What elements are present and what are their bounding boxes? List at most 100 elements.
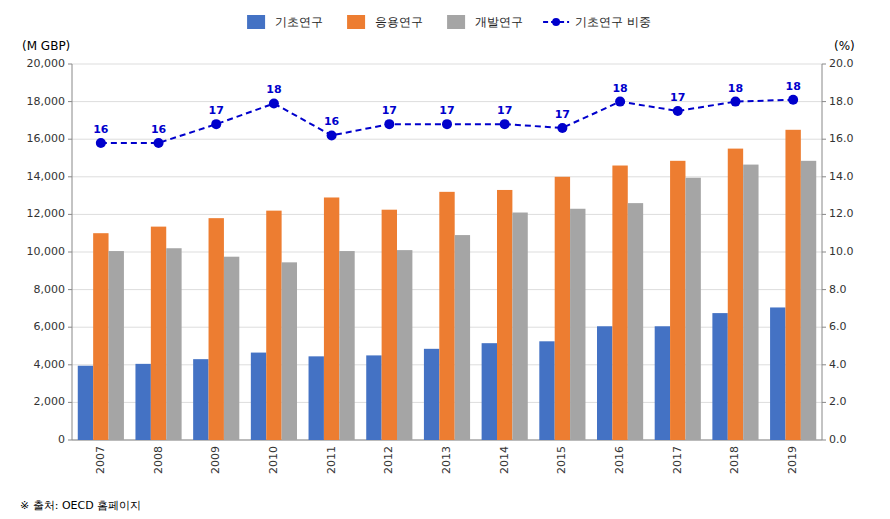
bar: [497, 190, 512, 440]
tick-mark: [68, 176, 72, 177]
y2-tick-label: 8.0: [829, 283, 847, 296]
x-tick-label: 2018: [728, 446, 741, 474]
bar: [424, 349, 439, 440]
y-tick-label: 18,000: [27, 95, 66, 108]
point: [557, 123, 567, 133]
data-label: 17: [555, 108, 570, 121]
y2-axis-line: [822, 64, 823, 440]
x-tick-label: 2015: [555, 446, 568, 474]
bar: [224, 257, 239, 440]
x-tick-label: 2014: [498, 446, 511, 474]
tick-mark: [822, 252, 826, 253]
bar: [539, 341, 554, 440]
tick-mark: [68, 289, 72, 290]
data-label: 17: [382, 104, 397, 117]
legend-label: 기초연구: [275, 15, 323, 29]
legend-label: 응용연구: [375, 15, 423, 29]
legend-item: 개발연구: [447, 15, 523, 30]
legend-item: 기초연구 비중: [543, 15, 651, 29]
bar: [193, 359, 208, 440]
data-label: 18: [785, 80, 800, 93]
bar: [151, 227, 166, 440]
bar: [397, 250, 412, 440]
source: ※ 출처: OECD 홈페이지: [20, 499, 141, 512]
data-label: 17: [497, 104, 512, 117]
grid: [72, 64, 822, 440]
y-tick-label: 10,000: [27, 245, 66, 258]
tick-mark: [68, 252, 72, 253]
tick-mark: [68, 214, 72, 215]
x-tick-label: 2019: [786, 446, 799, 474]
point: [500, 119, 510, 129]
bar: [612, 166, 627, 440]
y-tick-label: 2,000: [34, 395, 66, 408]
data-labels: 16161718161717171718171818: [93, 80, 801, 136]
y-tick-label: 4,000: [34, 358, 66, 371]
y2-tick-label: 20.0: [829, 57, 854, 70]
tick-mark: [822, 327, 826, 328]
y-tick-label: 0: [58, 433, 65, 446]
grid-line: [72, 176, 822, 177]
legend: 기초연구 응용연구 개발연구 기초연구 비중: [247, 15, 651, 30]
data-label: 18: [728, 82, 743, 95]
bar: [366, 355, 381, 440]
point: [96, 138, 106, 148]
chart: 02,0004,0006,0008,00010,00012,00014,0001…: [0, 0, 890, 519]
data-label: 16: [93, 123, 109, 136]
data-label: 18: [266, 83, 281, 96]
bar: [597, 326, 612, 440]
tick-mark: [822, 64, 826, 65]
bar: [555, 177, 570, 440]
x-tick-label: 2016: [613, 446, 626, 474]
y2-tick-label: 18.0: [829, 95, 854, 108]
bar: [266, 211, 281, 440]
data-label: 17: [439, 104, 454, 117]
tick-mark: [68, 327, 72, 328]
grid-line: [72, 139, 822, 140]
point: [730, 97, 740, 107]
data-label: 17: [670, 91, 685, 104]
bar: [455, 235, 470, 440]
y-tick-label: 14,000: [27, 170, 66, 183]
y-axis-line: [72, 64, 73, 440]
point: [788, 95, 798, 105]
point: [442, 119, 452, 129]
tick-mark: [822, 402, 826, 403]
grid-line: [72, 101, 822, 102]
grid-line: [72, 64, 822, 65]
data-label: 16: [324, 115, 340, 128]
point: [154, 138, 164, 148]
bar: [728, 149, 743, 440]
tick-mark: [68, 101, 72, 102]
tick-mark: [68, 364, 72, 365]
bar: [282, 262, 297, 440]
tick-mark: [68, 64, 72, 65]
bar: [743, 165, 758, 440]
bar: [209, 218, 224, 440]
bar: [339, 251, 354, 440]
y2-tick-label: 6.0: [829, 320, 847, 333]
x-tick-label: 2010: [267, 446, 280, 474]
bar: [109, 251, 124, 440]
point: [211, 119, 221, 129]
bar: [324, 197, 339, 440]
tick-mark: [822, 440, 826, 441]
data-label: 18: [612, 82, 627, 95]
marks: [78, 95, 816, 440]
tick-mark: [822, 176, 826, 177]
bar: [309, 356, 324, 440]
point: [615, 97, 625, 107]
bar: [251, 353, 266, 440]
point: [327, 130, 337, 140]
legend-item: 응용연구: [347, 15, 423, 30]
legend-swatch: [447, 15, 465, 29]
tick-mark: [822, 214, 826, 215]
legend-swatch: [247, 15, 265, 29]
x-tick-label: 2008: [152, 446, 165, 474]
x-tick-label: 2007: [94, 446, 107, 474]
line: [101, 100, 793, 143]
legend-label: 기초연구 비중: [575, 15, 651, 29]
tick-mark: [68, 139, 72, 140]
y-tick-label: 6,000: [34, 320, 66, 333]
x-tick-label: 2012: [382, 446, 395, 474]
